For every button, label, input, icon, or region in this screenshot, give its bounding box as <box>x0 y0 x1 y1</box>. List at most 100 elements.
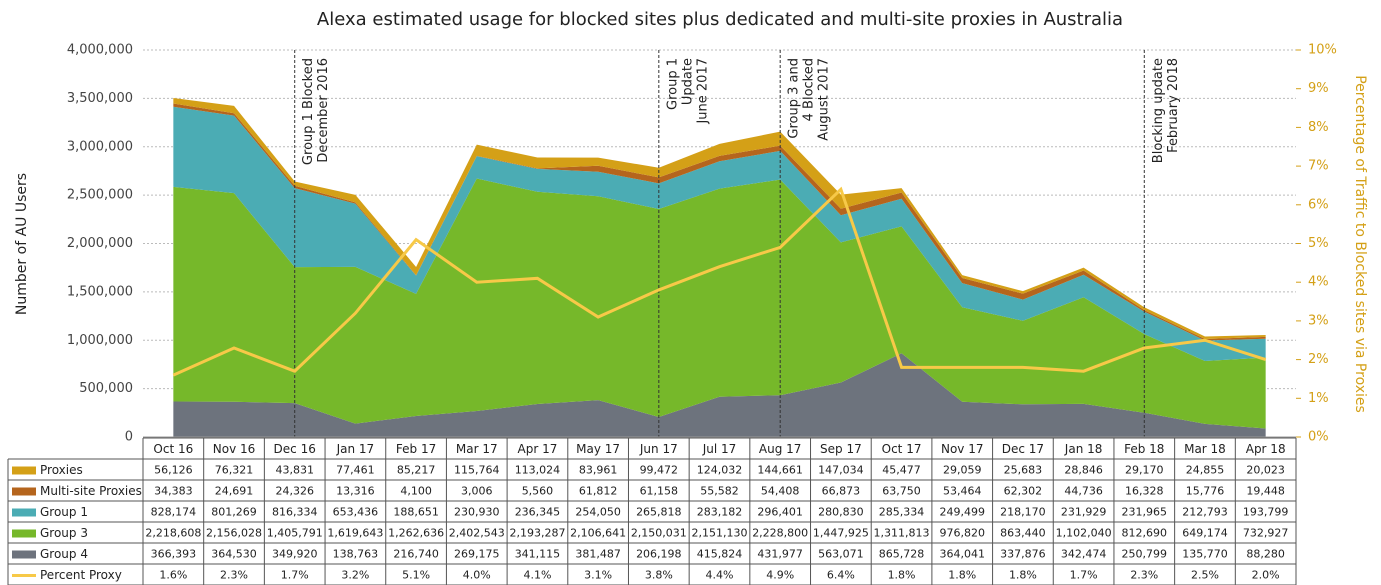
table-cell: 63,750 <box>882 485 921 498</box>
x-tick-label: Jan 17 <box>336 442 375 456</box>
x-tick-label: Nov 16 <box>213 442 256 456</box>
y-tick-label: 1,000,000 <box>67 333 133 348</box>
table-cell: 53,464 <box>943 485 982 498</box>
table-cell: 13,316 <box>336 485 375 498</box>
table-cell: 2.3% <box>1130 569 1158 582</box>
y2-tick-label: 5% <box>1308 236 1329 251</box>
table-cell: 77,461 <box>336 464 375 477</box>
y-tick-label: 2,500,000 <box>67 188 133 203</box>
y2-tick-label: 10% <box>1308 43 1337 58</box>
annotation-text: June 2017 <box>695 58 710 125</box>
y-tick-label: 2,000,000 <box>67 236 133 251</box>
table-cell: 2,106,641 <box>570 527 626 540</box>
table-cell: 1,311,813 <box>874 527 930 540</box>
table-cell: 4,100 <box>400 485 432 498</box>
table-cell: 55,582 <box>700 485 739 498</box>
y-tick-label: 500,000 <box>79 381 133 396</box>
y2-tick-label: 8% <box>1308 120 1329 135</box>
table-cell: 1.8% <box>1009 569 1037 582</box>
table-cell: 431,977 <box>757 548 803 561</box>
table-cell: 2,228,800 <box>752 527 808 540</box>
table-cell: 2.3% <box>220 569 248 582</box>
x-tick-label: Feb 18 <box>1124 442 1164 456</box>
y2-tick-label: 6% <box>1308 197 1329 212</box>
table-cell: 66,873 <box>822 485 861 498</box>
x-tick-label: May 17 <box>576 442 620 456</box>
table-cell: 1.8% <box>888 569 916 582</box>
table-cell: 283,182 <box>697 506 743 519</box>
x-tick-label: Mar 17 <box>456 442 498 456</box>
legend-label: Proxies <box>40 463 83 477</box>
y2-tick-label: 0% <box>1308 430 1329 445</box>
legend-label: Group 4 <box>40 547 88 561</box>
table-cell: 206,198 <box>636 548 682 561</box>
area <box>173 103 1266 341</box>
annotation-text: December 2016 <box>316 58 331 163</box>
annotation-text: August 2017 <box>817 58 832 141</box>
annotation-text: Group 3 and <box>787 58 802 139</box>
table-cell: 1.6% <box>159 569 187 582</box>
table-cell: 44,736 <box>1064 485 1103 498</box>
table-cell: 144,661 <box>757 464 803 477</box>
y-tick-label: 1,500,000 <box>67 284 133 299</box>
legend-label: Multi-site Proxies <box>40 484 142 498</box>
line <box>172 186 1267 377</box>
annotation-text: Blocking update <box>1151 58 1166 163</box>
table-cell: 4.4% <box>706 569 734 582</box>
x-tick-label: Feb 17 <box>396 442 436 456</box>
table-cell: 24,691 <box>215 485 254 498</box>
table-cell: 2,156,028 <box>206 527 262 540</box>
table-cell: 124,032 <box>697 464 743 477</box>
table-cell: 801,269 <box>211 506 257 519</box>
table-cell: 828,174 <box>151 506 197 519</box>
table-cell: 29,059 <box>943 464 982 477</box>
legend-label: Percent Proxy <box>40 568 122 582</box>
table-cell: 138,763 <box>333 548 379 561</box>
area <box>173 98 1266 339</box>
table-cell: 816,334 <box>272 506 318 519</box>
table-cell: 1,447,925 <box>813 527 869 540</box>
table-cell: 2.5% <box>1191 569 1219 582</box>
x-tick-label: Mar 18 <box>1184 442 1226 456</box>
y-tick-label: 0 <box>125 430 133 445</box>
table-cell: 20,023 <box>1246 464 1285 477</box>
table-cell: 366,393 <box>151 548 197 561</box>
table-cell: 3,006 <box>461 485 493 498</box>
table-cell: 54,408 <box>761 485 800 498</box>
table-cell: 254,050 <box>575 506 621 519</box>
table-cell: 16,328 <box>1125 485 1164 498</box>
y2-axis-label: Percentage of Traffic to Blocked sites v… <box>1352 75 1368 413</box>
table-cell: 236,345 <box>515 506 561 519</box>
legend-swatch <box>12 508 36 517</box>
table-cell: 5,560 <box>522 485 554 498</box>
table-cell: 6.4% <box>827 569 855 582</box>
table-cell: 85,217 <box>397 464 436 477</box>
x-tick-label: Jan 18 <box>1064 442 1103 456</box>
table-cell: 230,930 <box>454 506 500 519</box>
x-tick-label: Sep 17 <box>820 442 862 456</box>
table-cell: 1,619,643 <box>327 527 383 540</box>
table-cell: 1,405,791 <box>267 527 323 540</box>
table-cell: 188,651 <box>393 506 439 519</box>
x-tick-label: Dec 16 <box>274 442 316 456</box>
table-cell: 34,383 <box>154 485 193 498</box>
annotation-text: Group 1 Blocked <box>301 58 316 165</box>
y-tick-label: 3,000,000 <box>67 139 133 154</box>
table-cell: 83,961 <box>579 464 618 477</box>
legend-swatch <box>12 550 36 559</box>
table-cell: 1,262,636 <box>388 527 444 540</box>
table-cell: 99,472 <box>640 464 679 477</box>
table-cell: 113,024 <box>515 464 561 477</box>
area <box>173 106 1266 362</box>
table-cell: 231,929 <box>1061 506 1107 519</box>
x-tick-label: Nov 17 <box>941 442 984 456</box>
legend-swatch <box>12 529 36 538</box>
table-cell: 4.9% <box>766 569 794 582</box>
table-cell: 193,799 <box>1243 506 1289 519</box>
x-tick-label: Apr 18 <box>1246 442 1286 456</box>
table-cell: 249,499 <box>939 506 985 519</box>
table-cell: 4.0% <box>463 569 491 582</box>
table-cell: 231,965 <box>1122 506 1168 519</box>
table-cell: 61,812 <box>579 485 618 498</box>
